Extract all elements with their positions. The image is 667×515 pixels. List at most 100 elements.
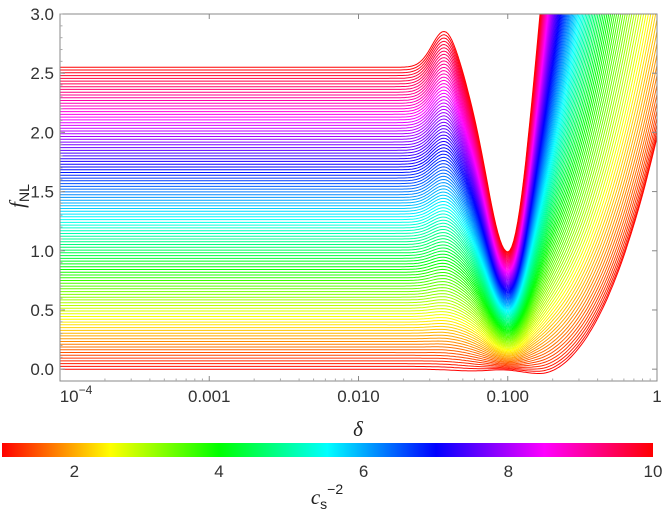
x-tick-label: 0.010 [337, 387, 380, 406]
curve-line [60, 14, 563, 295]
curve-line [60, 14, 553, 281]
curve-line [60, 14, 542, 256]
curve-line [60, 129, 657, 370]
curve-line [60, 14, 551, 277]
y-tick-label: 1.5 [30, 183, 54, 202]
curve-line [60, 14, 548, 271]
curve-line [60, 117, 657, 367]
curve-line [60, 14, 610, 332]
curve-line [60, 14, 587, 317]
curve-line [60, 14, 631, 343]
curve-line [60, 64, 657, 360]
curve-line [60, 14, 577, 309]
curve-line [60, 14, 649, 352]
curve-line [60, 14, 608, 331]
colorbar-tick-label: 6 [359, 462, 368, 481]
curve-line [60, 14, 590, 319]
curve-line [60, 14, 566, 299]
curve-line [60, 14, 626, 341]
curve-line [60, 94, 657, 364]
curve-line [60, 14, 558, 288]
curve-line [60, 14, 657, 355]
curve-line [60, 14, 550, 276]
curve-line [60, 14, 560, 291]
colorbar-title-sub: s [320, 496, 327, 512]
curve-line [60, 14, 541, 254]
y-axis-title: fNL [5, 184, 32, 208]
colorbar-tick-label: 10 [644, 462, 663, 481]
curve-line [60, 14, 591, 320]
y-tick-label: 3.0 [30, 5, 54, 24]
curve-line [60, 14, 604, 329]
curve-line [60, 14, 575, 307]
y-tick-label: 1.0 [30, 242, 54, 261]
curve-line [60, 14, 570, 303]
curve-line [60, 14, 599, 326]
curve-family [60, 14, 657, 374]
curve-line [60, 110, 657, 366]
curve-line [60, 14, 565, 297]
curve-line [60, 14, 628, 342]
curve-line [60, 14, 544, 261]
y-tick-label: 0.0 [30, 360, 54, 379]
curve-line [60, 14, 620, 338]
curve-line [60, 14, 562, 293]
curve-line [60, 14, 561, 292]
curve-line [60, 14, 558, 289]
curve-line [60, 14, 544, 262]
curve-line [60, 14, 624, 340]
curve-line [60, 14, 588, 318]
curve-line [60, 14, 559, 290]
curve-line [60, 14, 555, 283]
curve-line [60, 14, 612, 333]
curve-line [60, 14, 581, 313]
curve-line [60, 14, 574, 306]
x-tick-label: 1 [652, 387, 661, 406]
curve-line [60, 14, 614, 334]
curve-line [60, 14, 601, 327]
curve-line [60, 14, 546, 266]
curve-line [60, 14, 576, 308]
y-tick-label: 0.5 [30, 301, 54, 320]
x-tick-label: 0.001 [188, 387, 231, 406]
curve-line [60, 14, 549, 273]
curve-line [60, 75, 657, 361]
curve-line [60, 14, 553, 280]
y-axis-title-main: f [5, 199, 29, 208]
y-axis-title-sub: NL [16, 184, 32, 202]
curve-line [60, 14, 594, 322]
curve-line [60, 14, 545, 264]
curve-line [60, 14, 654, 354]
curve-line [60, 14, 652, 353]
curve-line [60, 14, 640, 347]
curve-line [60, 14, 564, 296]
curve-line [60, 14, 569, 302]
curve-line [60, 14, 580, 312]
curve-line [60, 14, 647, 351]
curve-line [60, 84, 657, 362]
curve-line [60, 14, 597, 325]
curve-line [60, 124, 657, 368]
curve-line [60, 14, 567, 300]
x-axis-title: δ [353, 417, 364, 441]
curve-line [60, 14, 550, 275]
curve-line [60, 14, 642, 348]
curve-line [60, 14, 635, 345]
curve-line [60, 14, 645, 349]
curve-line [60, 14, 585, 316]
colorbar-title-sup: −2 [327, 481, 343, 497]
colorbar-title: cs−2 [311, 481, 344, 512]
curve-line [60, 14, 547, 268]
curve-line [60, 102, 657, 365]
curve-line [60, 137, 657, 374]
curve-line [60, 14, 616, 335]
curve-line [60, 14, 584, 315]
curve-line [60, 14, 541, 253]
curve-line [60, 14, 546, 267]
x-tick-label: 0.100 [486, 387, 529, 406]
curve-line [60, 14, 543, 258]
curve-line [60, 54, 657, 359]
curve-line [60, 14, 554, 282]
curve-line [60, 14, 596, 323]
